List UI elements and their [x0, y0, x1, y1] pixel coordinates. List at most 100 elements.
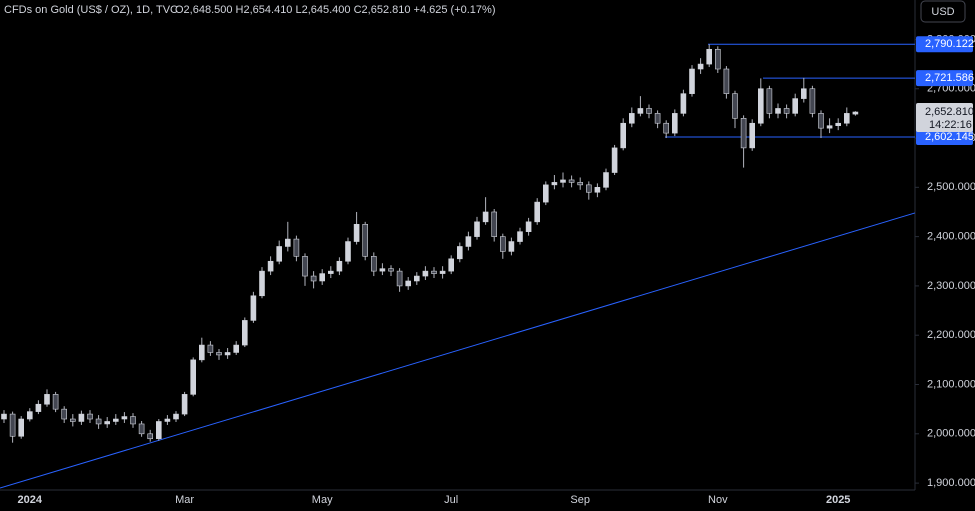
candle-body: [224, 352, 231, 356]
candle-body: [732, 93, 738, 119]
candle-body: [35, 403, 42, 412]
candle-body: [603, 172, 609, 188]
candle-body: [353, 223, 360, 242]
candle-body: [663, 122, 670, 134]
candle-body: [843, 113, 850, 124]
candle-body: [276, 246, 283, 262]
candle-body: [327, 270, 334, 274]
candle-body: [525, 221, 532, 232]
candle-body: [508, 241, 515, 252]
candle-body: [44, 394, 50, 405]
candle-body: [439, 270, 446, 274]
candle-body: [173, 413, 179, 420]
candle-body: [818, 113, 824, 129]
candle-body: [1, 413, 7, 420]
y-tick-label: 2,100.000: [927, 378, 975, 390]
candle-body: [706, 48, 713, 65]
candle-body: [568, 179, 575, 183]
candle-body: [422, 270, 429, 277]
candle-body: [113, 418, 119, 422]
candle-body: [654, 113, 661, 124]
y-tick-label: 2,000.000: [927, 428, 975, 440]
y-tick-label: 2,300.000: [927, 280, 975, 292]
candle-body: [310, 275, 317, 282]
candle-body: [345, 241, 351, 262]
candle-body: [52, 394, 59, 410]
candle-body: [130, 416, 136, 425]
candle-body: [70, 418, 76, 422]
candle-body: [852, 111, 859, 115]
candle-body: [835, 122, 842, 127]
candle-body: [792, 98, 799, 114]
candle-body: [809, 88, 816, 114]
candle-body: [826, 125, 833, 129]
x-tick-label: 2025: [826, 494, 850, 506]
candle-body: [370, 256, 377, 272]
candle-body: [190, 359, 196, 395]
last-price-bg: [916, 102, 973, 132]
candle-body: [800, 88, 807, 99]
level-label-bg: [916, 70, 973, 87]
candle-body: [646, 108, 652, 114]
candle-body: [138, 423, 145, 435]
candle-body: [620, 122, 627, 149]
candle-body: [61, 408, 68, 420]
y-tick-label: 2,400.000: [927, 231, 975, 243]
chart-title: CFDs on Gold (US$ / OZ), 1D, TVC: [4, 4, 178, 16]
currency-label[interactable]: USD: [931, 6, 954, 18]
candle-body: [242, 320, 248, 346]
y-tick-label: 1,900.000: [927, 477, 975, 489]
candle-body: [560, 179, 566, 183]
candle-body: [680, 93, 687, 114]
candle-body: [319, 273, 326, 282]
level-label: 2,721.586: [925, 72, 974, 84]
x-tick-label: Mar: [175, 494, 194, 506]
candle-body: [284, 238, 291, 247]
candle-body: [388, 268, 394, 272]
candle-body: [431, 270, 437, 274]
x-tick-label: Nov: [708, 494, 728, 506]
candle-body: [491, 211, 498, 237]
candle-body: [121, 416, 128, 420]
last-price-label: 2,652.810: [925, 106, 974, 118]
candle-body: [551, 182, 558, 186]
candle-body: [783, 108, 790, 114]
candle-body: [465, 236, 472, 247]
candle-body: [671, 113, 678, 134]
candle-body: [637, 108, 644, 114]
level-label: 2,602.145: [925, 131, 974, 143]
ohlc-readout: O2,648.500 H2,654.410 L2,645.400 C2,652.…: [175, 4, 495, 16]
candle-body: [766, 88, 773, 114]
x-tick-label: May: [312, 494, 333, 506]
candle-body: [164, 418, 171, 422]
trendline: [0, 212, 916, 489]
candle-body: [534, 201, 541, 223]
candle-body: [9, 413, 16, 437]
currency-button[interactable]: [920, 0, 966, 23]
candle-body: [293, 238, 300, 257]
candle-body: [396, 270, 403, 287]
candle-body: [87, 413, 93, 420]
candle-body: [95, 418, 102, 425]
candle-body: [405, 280, 412, 287]
candle-body: [542, 184, 549, 203]
candle-body: [216, 352, 222, 356]
candle-body: [379, 268, 386, 272]
candle-body: [267, 260, 274, 272]
countdown-label: 14:22:16: [929, 119, 972, 131]
x-tick-label: Sep: [570, 494, 590, 506]
candle-body: [482, 211, 489, 223]
candle-body: [714, 48, 721, 70]
candle-body: [104, 421, 110, 425]
level-label: 2,790.122: [925, 38, 974, 50]
candle-body: [697, 63, 704, 70]
candle-body: [740, 118, 747, 149]
candle-body: [147, 433, 153, 440]
candle-body: [302, 256, 308, 277]
candle-body: [517, 231, 523, 242]
candle-body: [207, 344, 214, 353]
candle-body: [18, 418, 25, 437]
y-tick-label: 2,500.000: [927, 181, 975, 193]
